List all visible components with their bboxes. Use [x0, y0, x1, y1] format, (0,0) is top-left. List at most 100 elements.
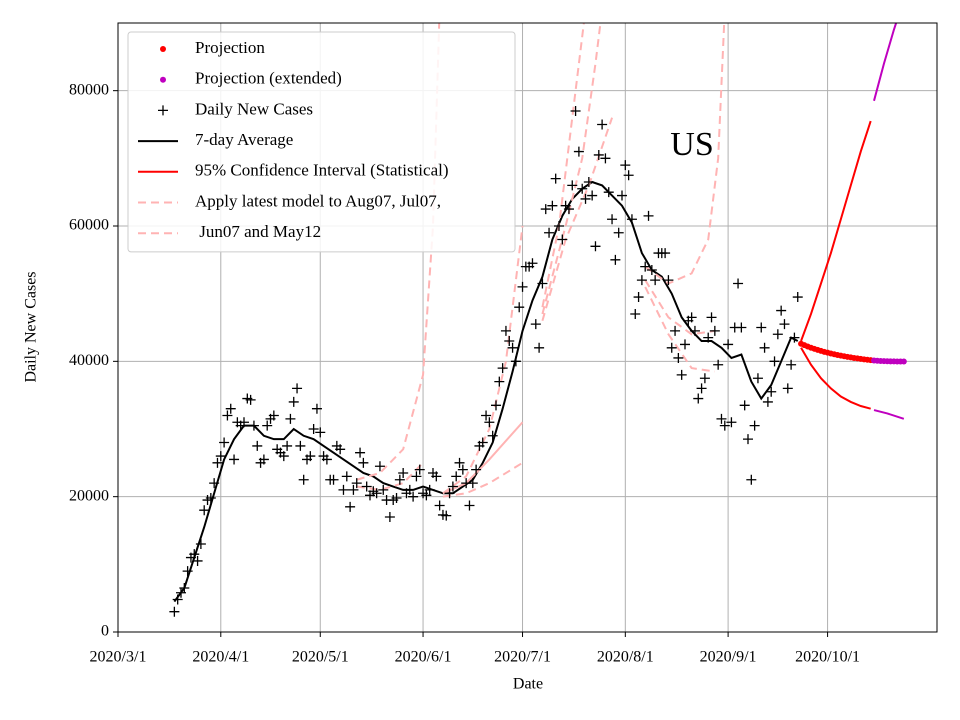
point — [567, 180, 578, 191]
point — [358, 457, 369, 468]
point — [189, 549, 200, 560]
legend-label: Projection (extended) — [195, 69, 342, 88]
point — [769, 356, 780, 367]
y-tick-label: 80000 — [69, 81, 109, 98]
series-line — [173, 180, 799, 603]
point — [782, 383, 793, 394]
series-line — [800, 347, 871, 410]
point — [454, 457, 465, 468]
x-tick-label: 2020/4/1 — [192, 649, 249, 666]
point — [510, 356, 521, 367]
point — [554, 221, 564, 231]
point — [215, 451, 226, 462]
point — [282, 440, 293, 451]
point — [610, 254, 621, 265]
point — [666, 342, 677, 353]
legend-swatch — [160, 46, 166, 52]
point — [298, 474, 309, 485]
point — [447, 481, 458, 492]
point — [776, 305, 787, 316]
point — [676, 369, 687, 380]
x-tick-label: 2020/9/1 — [700, 649, 757, 666]
point — [192, 555, 203, 566]
point — [262, 420, 273, 431]
axes-frame — [117, 22, 938, 633]
point — [590, 241, 601, 252]
point — [736, 322, 747, 333]
point — [504, 336, 515, 347]
series-line — [644, 279, 715, 336]
point — [355, 447, 366, 458]
point — [481, 410, 492, 421]
series-line — [644, 23, 726, 285]
point — [212, 457, 223, 468]
point — [749, 420, 760, 431]
point — [311, 403, 322, 414]
point — [199, 505, 210, 516]
legend-label: Daily New Cases — [195, 99, 313, 118]
x-tick-label: 2020/6/1 — [395, 649, 452, 666]
point — [544, 227, 555, 238]
point — [633, 292, 644, 303]
y-tick-label: 40000 — [69, 352, 109, 369]
legend-swatch — [158, 105, 168, 116]
point — [689, 325, 700, 336]
point — [421, 490, 432, 501]
x-tick-label: 2020/10/1 — [795, 649, 860, 666]
point — [640, 261, 651, 272]
y-tick-label: 60000 — [69, 217, 109, 234]
point — [268, 410, 279, 421]
point — [713, 359, 724, 370]
point — [540, 204, 551, 215]
point — [663, 275, 674, 286]
x-tick-label: 2020/8/1 — [597, 649, 654, 666]
point — [384, 511, 395, 522]
legend-label: Projection — [195, 38, 265, 57]
point — [471, 464, 482, 475]
series-line — [442, 225, 524, 495]
point — [680, 339, 690, 350]
point — [219, 437, 230, 448]
point — [315, 427, 326, 438]
point — [719, 420, 730, 431]
point — [650, 275, 661, 286]
point — [411, 471, 422, 482]
point — [229, 454, 240, 465]
point — [182, 566, 193, 577]
point — [547, 200, 558, 211]
point — [467, 478, 478, 489]
axes: 2020/3/1 2020/4/1 2020/5/1 2020/6/1 2020/7/1… — [69, 81, 860, 665]
point — [626, 214, 637, 225]
point — [285, 413, 296, 424]
point — [209, 478, 220, 489]
point — [398, 467, 409, 478]
point — [660, 248, 671, 259]
point — [487, 430, 498, 441]
point — [570, 105, 581, 116]
point — [414, 464, 425, 475]
point — [580, 193, 591, 204]
point — [792, 292, 803, 303]
point — [451, 471, 462, 482]
point — [457, 464, 468, 475]
point — [361, 481, 372, 492]
point — [441, 510, 452, 521]
point — [772, 329, 783, 340]
point — [205, 493, 216, 504]
series-line — [442, 421, 524, 495]
point — [617, 190, 627, 201]
point — [514, 302, 525, 313]
point — [746, 474, 757, 485]
point — [335, 444, 346, 455]
point — [464, 500, 475, 511]
point — [245, 394, 256, 405]
point — [345, 501, 356, 512]
legend-label: Apply latest model to Aug07, Jul07, — [195, 191, 441, 210]
point — [169, 606, 180, 617]
point — [646, 264, 657, 275]
point — [643, 210, 654, 221]
point — [670, 325, 681, 336]
series-line — [873, 409, 905, 420]
